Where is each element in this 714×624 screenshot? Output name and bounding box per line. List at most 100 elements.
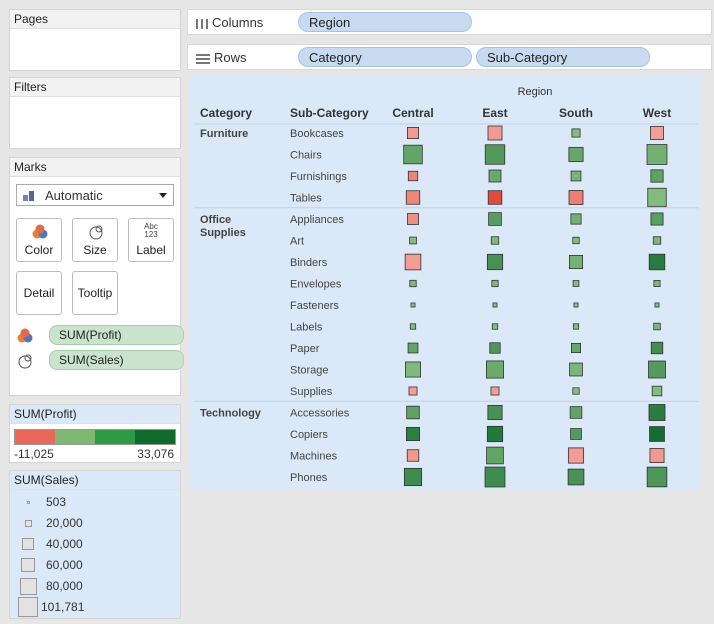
sub-category-label[interactable]: Binders	[290, 257, 328, 269]
data-mark[interactable]	[491, 323, 499, 330]
sub-category-label[interactable]: Art	[290, 236, 304, 248]
data-mark[interactable]	[650, 126, 664, 140]
data-mark[interactable]	[409, 279, 417, 288]
rows-pill-category[interactable]: Category	[298, 47, 472, 67]
data-mark[interactable]	[651, 385, 663, 397]
data-mark[interactable]	[652, 236, 662, 245]
data-mark[interactable]	[490, 386, 500, 396]
data-mark[interactable]	[486, 425, 504, 443]
data-mark[interactable]	[404, 253, 422, 271]
data-mark[interactable]	[491, 279, 499, 288]
data-mark[interactable]	[486, 446, 504, 465]
data-mark[interactable]	[407, 170, 419, 182]
category-label[interactable]: Office	[200, 214, 231, 226]
data-mark[interactable]	[410, 302, 416, 308]
data-mark[interactable]	[568, 146, 584, 163]
data-mark[interactable]	[487, 125, 503, 141]
data-mark[interactable]	[649, 426, 665, 442]
region-column-header[interactable]: West	[643, 106, 671, 120]
sub-category-label[interactable]: Bookcases	[290, 128, 344, 140]
detail-button[interactable]: Detail	[16, 271, 62, 315]
data-mark[interactable]	[570, 342, 582, 354]
data-mark[interactable]	[407, 127, 419, 139]
data-mark[interactable]	[405, 426, 421, 442]
label-button[interactable]: Abc 123 Label	[128, 218, 174, 262]
region-column-header[interactable]: South	[559, 106, 593, 120]
data-mark[interactable]	[646, 466, 668, 488]
data-mark[interactable]	[654, 302, 660, 308]
data-mark[interactable]	[650, 341, 664, 355]
sub-category-label[interactable]: Furnishings	[290, 171, 347, 183]
sales-field-pill[interactable]: SUM(Sales)	[49, 350, 184, 370]
columns-shelf[interactable]: Columns Region	[187, 9, 712, 35]
sub-category-label[interactable]: Phones	[290, 472, 328, 484]
pages-card[interactable]: Pages	[9, 9, 181, 71]
data-mark[interactable]	[488, 169, 502, 183]
data-mark[interactable]	[405, 190, 421, 205]
category-label[interactable]: Supplies	[200, 227, 246, 239]
data-mark[interactable]	[403, 144, 423, 165]
data-mark[interactable]	[653, 279, 661, 288]
sub-category-label[interactable]: Paper	[290, 343, 320, 355]
data-mark[interactable]	[648, 360, 666, 379]
data-mark[interactable]	[492, 302, 498, 308]
rows-shelf[interactable]: Rows Category Sub-Category	[187, 44, 712, 70]
data-mark[interactable]	[573, 302, 579, 308]
data-mark[interactable]	[487, 404, 503, 421]
data-mark[interactable]	[406, 449, 420, 462]
data-mark[interactable]	[650, 212, 664, 226]
data-mark[interactable]	[484, 144, 506, 165]
data-mark[interactable]	[572, 236, 580, 245]
data-mark[interactable]	[648, 404, 666, 421]
filters-card[interactable]: Filters	[9, 77, 181, 149]
data-mark[interactable]	[568, 190, 584, 205]
sub-category-label[interactable]: Tables	[290, 193, 322, 205]
data-mark[interactable]	[648, 253, 666, 271]
data-mark[interactable]	[489, 342, 501, 354]
data-mark[interactable]	[571, 128, 581, 138]
data-mark[interactable]	[568, 254, 584, 270]
data-mark[interactable]	[647, 187, 667, 208]
data-mark[interactable]	[653, 322, 661, 331]
data-mark[interactable]	[408, 386, 418, 396]
data-mark[interactable]	[405, 361, 421, 378]
data-mark[interactable]	[569, 406, 583, 419]
data-mark[interactable]	[567, 447, 585, 464]
rows-pill-sub-category[interactable]: Sub-Category	[476, 47, 650, 67]
data-mark[interactable]	[570, 170, 582, 182]
data-mark[interactable]	[486, 253, 504, 271]
sub-category-label[interactable]: Labels	[290, 322, 323, 334]
data-mark[interactable]	[488, 212, 502, 226]
data-mark[interactable]	[649, 448, 665, 463]
profit-field-pill[interactable]: SUM(Profit)	[49, 325, 184, 345]
data-mark[interactable]	[407, 213, 419, 225]
category-label[interactable]: Furniture	[200, 128, 248, 140]
tooltip-button[interactable]: Tooltip	[72, 271, 118, 315]
data-mark[interactable]	[567, 468, 585, 486]
mark-type-dropdown[interactable]: Automatic	[16, 184, 174, 206]
sub-category-label[interactable]: Storage	[290, 365, 329, 377]
data-mark[interactable]	[484, 466, 506, 488]
data-mark[interactable]	[650, 169, 664, 183]
data-mark[interactable]	[409, 323, 417, 330]
sub-category-label[interactable]: Copiers	[290, 429, 328, 441]
data-mark[interactable]	[572, 280, 580, 287]
data-mark[interactable]	[409, 236, 417, 245]
data-mark[interactable]	[569, 362, 583, 377]
sub-category-label[interactable]: Supplies	[290, 386, 333, 398]
data-mark[interactable]	[570, 428, 582, 440]
sub-category-label[interactable]: Machines	[290, 451, 338, 463]
data-mark[interactable]	[570, 213, 582, 225]
data-mark[interactable]	[407, 342, 419, 354]
columns-pill-region[interactable]: Region	[298, 12, 472, 32]
region-column-header[interactable]: Central	[392, 106, 433, 120]
category-label[interactable]: Technology	[200, 408, 262, 420]
data-mark[interactable]	[646, 144, 668, 165]
sub-category-label[interactable]: Appliances	[290, 214, 344, 226]
size-button[interactable]: Size	[72, 218, 118, 262]
data-mark[interactable]	[403, 467, 423, 487]
region-column-header[interactable]: East	[482, 106, 507, 120]
profit-color-ramp[interactable]	[14, 429, 176, 445]
data-mark[interactable]	[486, 360, 504, 379]
sub-category-label[interactable]: Chairs	[290, 150, 322, 162]
